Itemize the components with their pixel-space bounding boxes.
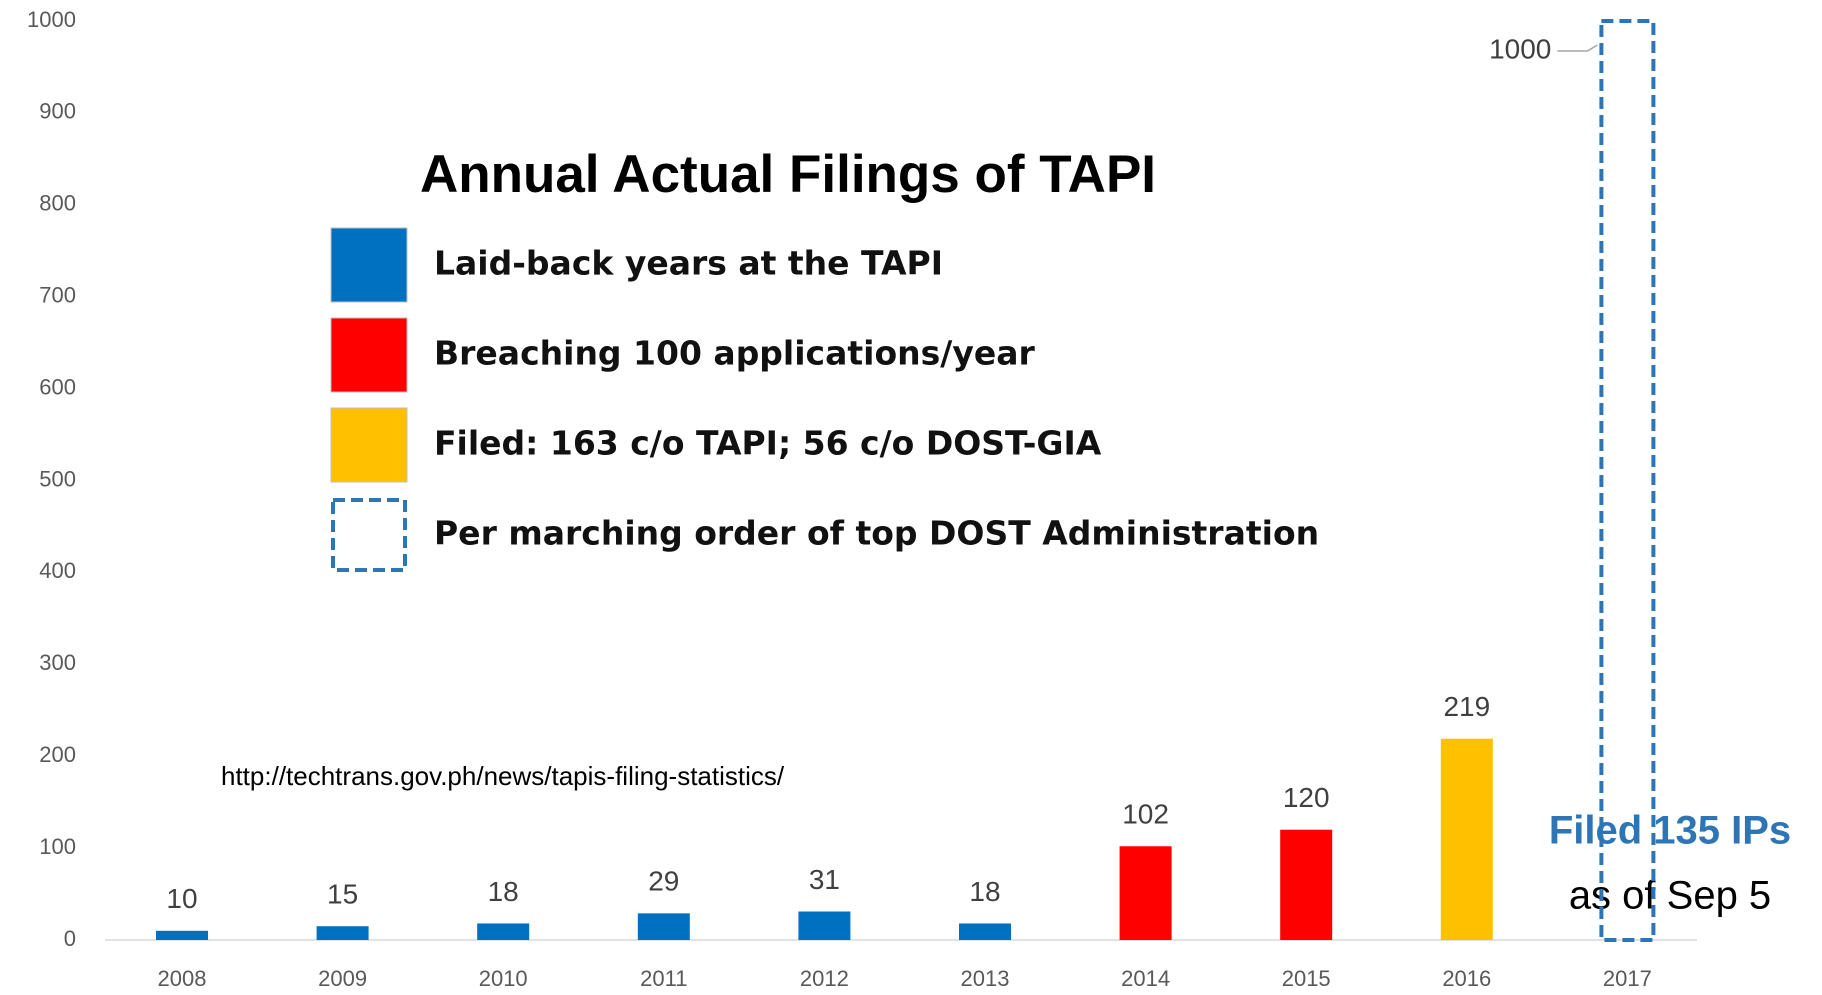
y-tick-label: 700	[39, 283, 76, 308]
y-tick-label: 900	[39, 99, 76, 124]
x-tick-label: 2012	[800, 966, 849, 991]
y-tick-label: 800	[39, 191, 76, 216]
bar	[316, 926, 369, 940]
bar	[798, 911, 851, 940]
x-tick-label: 2017	[1603, 966, 1652, 991]
x-tick-label: 2014	[1121, 966, 1170, 991]
x-tick-label: 2015	[1282, 966, 1331, 991]
legend-label: Filed: 163 c/o TAPI; 56 c/o DOST-GIA	[434, 424, 1102, 463]
y-tick-label: 0	[64, 926, 76, 951]
value-label: 15	[327, 879, 358, 910]
y-tick-label: 300	[39, 650, 76, 675]
legend-swatch	[330, 407, 408, 483]
y-tick-label: 600	[39, 374, 76, 399]
bar	[1119, 846, 1172, 940]
label-leader	[1557, 44, 1598, 52]
value-label: 18	[488, 876, 519, 907]
y-tick-label: 1000	[27, 7, 76, 32]
note-date: as of Sep 5	[1569, 874, 1771, 918]
bar	[1280, 829, 1333, 940]
y-tick-label: 200	[39, 742, 76, 767]
value-label: 219	[1443, 691, 1490, 722]
y-tick-label: 100	[39, 834, 76, 859]
bar	[637, 913, 690, 940]
value-label: 120	[1283, 782, 1330, 813]
bar	[959, 923, 1011, 940]
x-tick-label: 2011	[640, 966, 687, 991]
chart-title: Annual Actual Filings of TAPI	[420, 145, 1156, 204]
legend-label: Breaching 100 applications/year	[434, 334, 1035, 373]
source-url: http://techtrans.gov.ph/news/tapis-filin…	[221, 761, 785, 791]
bar	[477, 923, 530, 940]
bar	[1440, 738, 1493, 940]
bar	[156, 930, 208, 940]
note-filed: Filed 135 IPs	[1549, 809, 1791, 853]
legend-swatch	[331, 498, 407, 572]
value-label: 102	[1122, 799, 1169, 830]
x-tick-label: 2013	[961, 966, 1010, 991]
value-label: 1000	[1489, 33, 1551, 64]
legend-swatch	[330, 317, 408, 393]
value-label: 31	[809, 864, 840, 895]
value-label: 10	[166, 883, 197, 914]
x-tick-label: 2009	[318, 966, 367, 991]
x-tick-label: 2016	[1442, 966, 1491, 991]
bar	[1599, 19, 1656, 942]
y-tick-label: 400	[39, 558, 76, 583]
legend-label: Per marching order of top DOST Administr…	[434, 514, 1319, 553]
legend-swatch	[330, 227, 408, 303]
x-tick-label: 2010	[479, 966, 528, 991]
value-label: 29	[648, 866, 679, 897]
value-label: 18	[969, 876, 1000, 907]
x-tick-label: 2008	[158, 966, 207, 991]
y-tick-label: 500	[39, 466, 76, 491]
legend-label: Laid-back years at the TAPI	[434, 244, 943, 283]
